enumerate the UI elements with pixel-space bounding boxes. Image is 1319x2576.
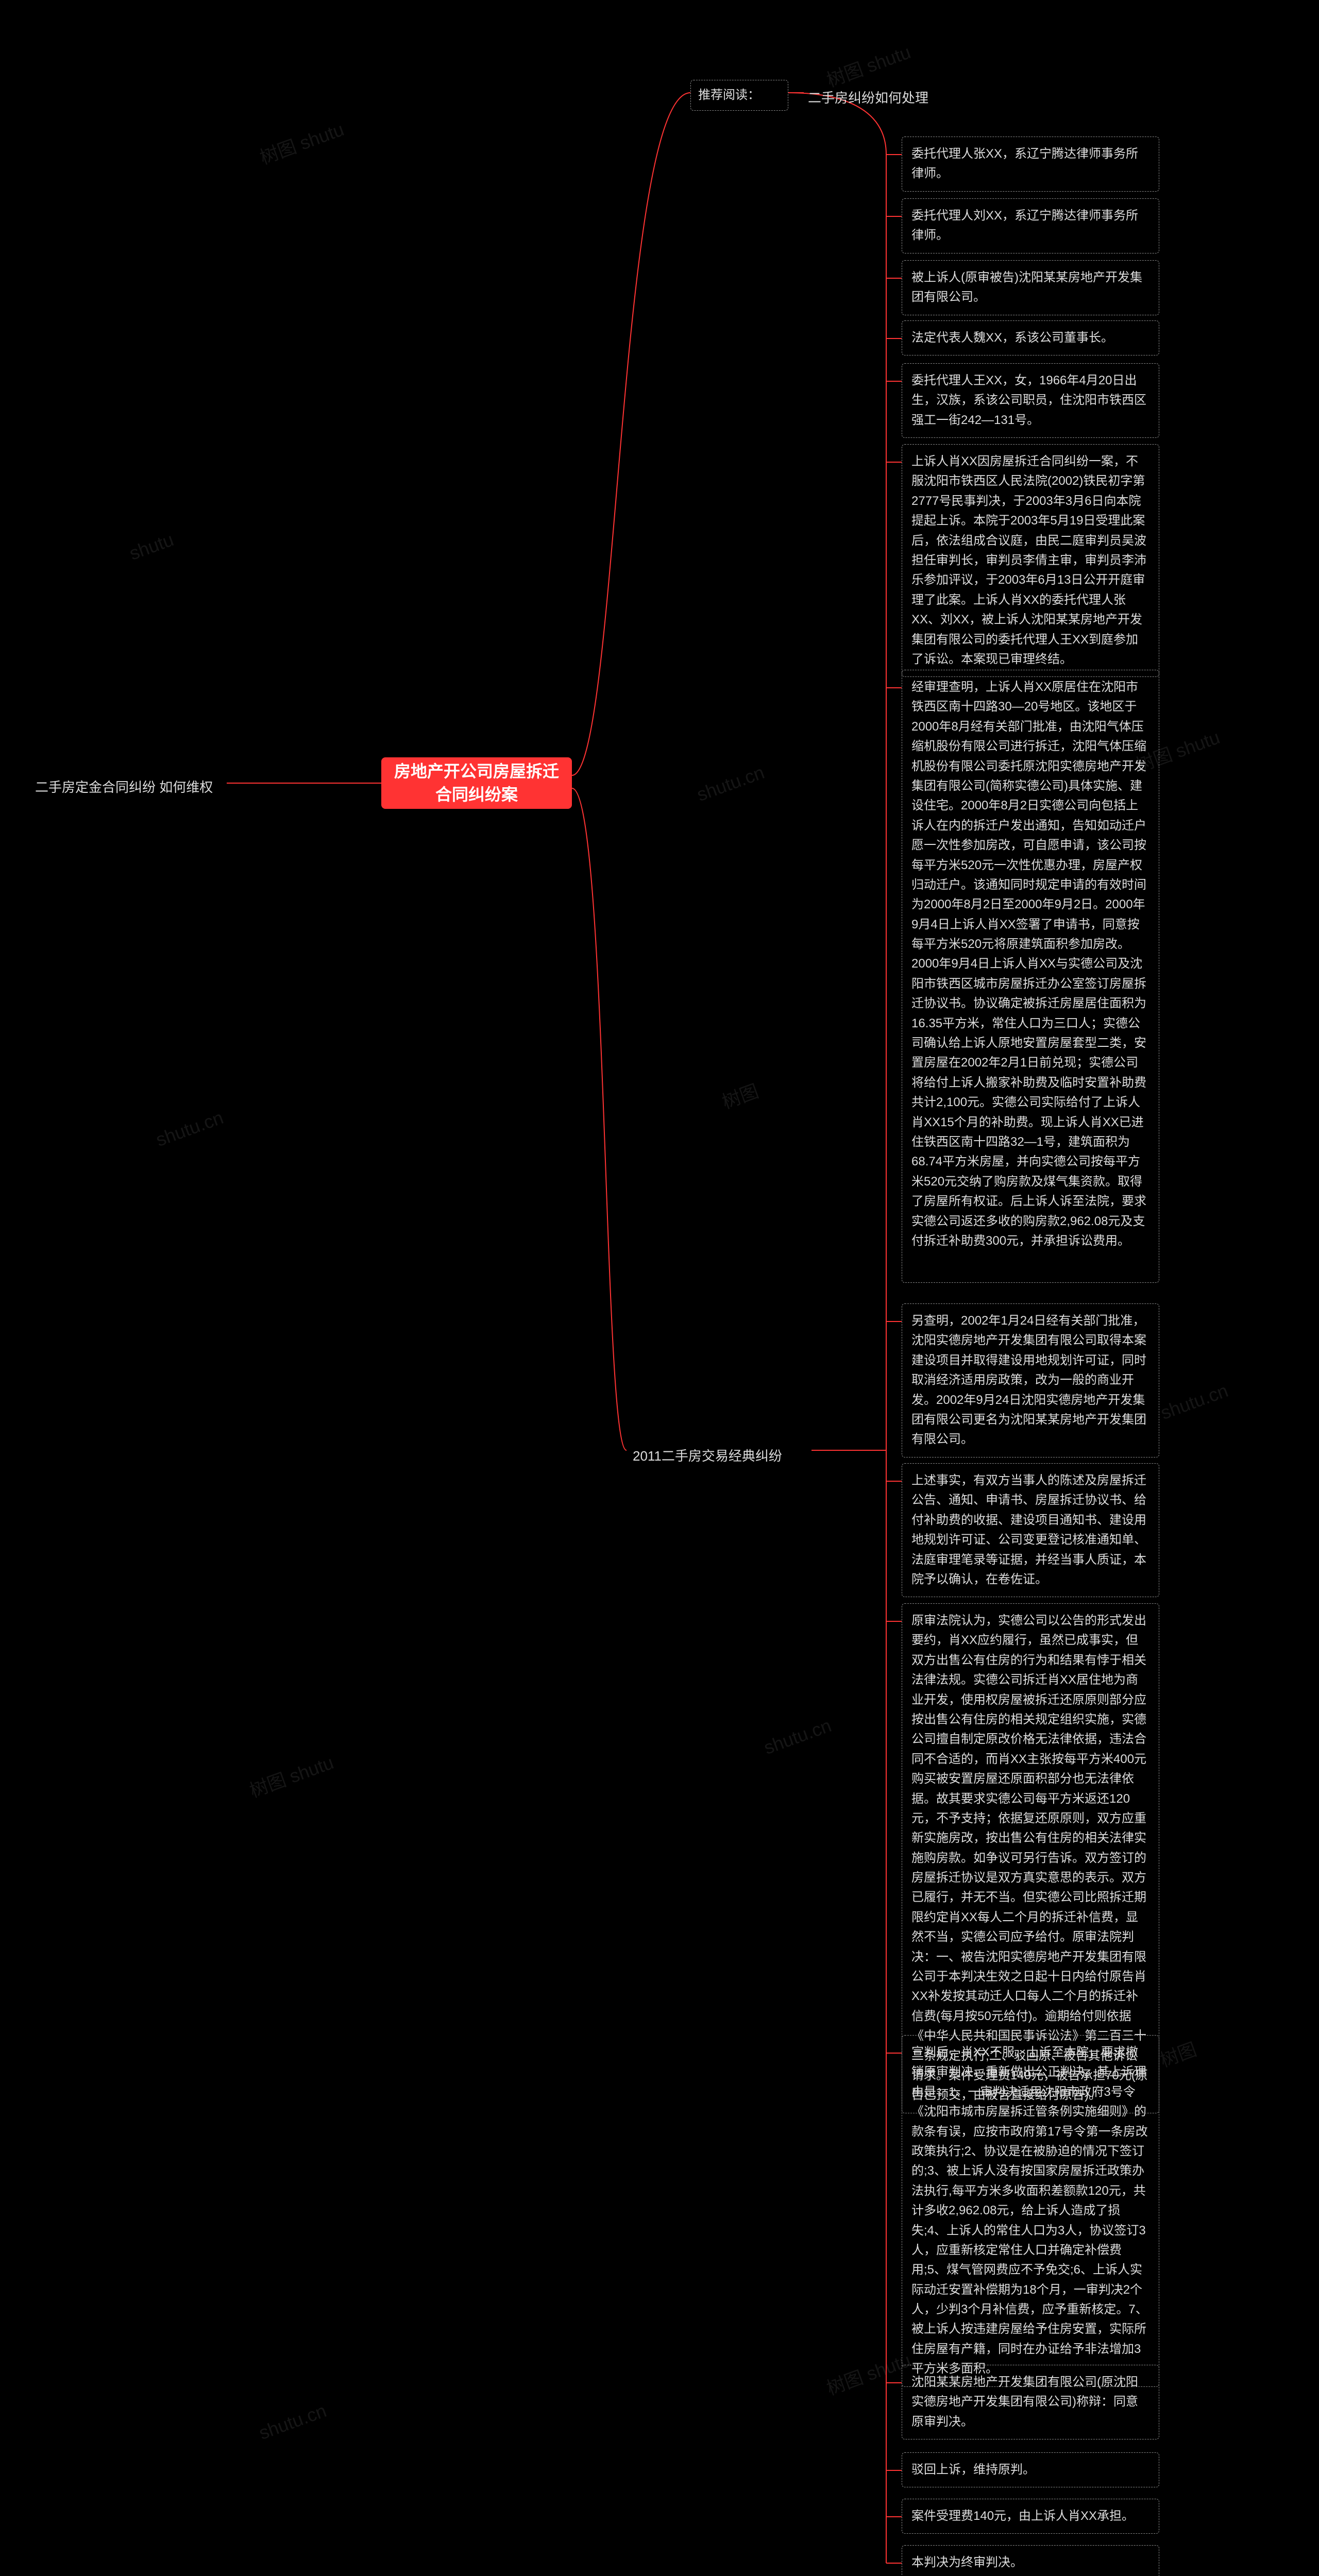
left-label: 二手房定金合同纠纷 如何维权 (35, 779, 213, 795)
right-node: 上诉人肖XX因房屋拆迁合同纠纷一案，不服沈阳市铁西区人民法院(2002)铁民初字… (902, 444, 1159, 677)
right-node: 经审理查明，上诉人肖XX原居住在沈阳市铁西区南十四路30—20号地区。该地区于2… (902, 670, 1159, 1283)
watermark: 树图 shutu (256, 114, 347, 170)
center-node: 房地产开公司房屋拆迁合同纠纷案 (381, 757, 572, 809)
watermark: 树图 (718, 1076, 762, 1114)
mid-link-text: 2011二手房交易经典纠纷 (633, 1448, 782, 1464)
right-node-text: 法定代表人魏XX，系该公司董事长。 (911, 331, 1113, 345)
center-title: 房地产开公司房屋拆迁合同纠纷案 (392, 760, 562, 806)
mid-link[interactable]: 2011二手房交易经典纠纷 (629, 1442, 814, 1469)
watermark: shutu.cn (153, 1107, 226, 1151)
right-node: 委托代理人王XX，女，1966年4月20日出生，汉族，系该公司职员，住沈阳市铁西… (902, 363, 1159, 438)
right-node: 被上诉人(原审被告)沈阳某某房地产开发集团有限公司。 (902, 260, 1159, 315)
recommend-link-text: 二手房纠纷如何处理 (808, 90, 928, 106)
right-node-text: 被上诉人(原审被告)沈阳某某房地产开发集团有限公司。 (911, 270, 1142, 304)
right-node-text: 另查明，2002年1月24日经有关部门批准，沈阳实德房地产开发集团有限公司取得本… (911, 1314, 1146, 1446)
right-node: 沈阳某某房地产开发集团有限公司(原沈阳实德房地产开发集团有限公司)称辩：同意原审… (902, 2365, 1159, 2439)
right-node: 另查明，2002年1月24日经有关部门批准，沈阳实德房地产开发集团有限公司取得本… (902, 1303, 1159, 1458)
right-node-text: 原审法院认为，实德公司以公告的形式发出要约，肖XX应约履行，虽然已成事实，但双方… (911, 1614, 1148, 2102)
right-connectors (788, 93, 902, 2563)
right-node-text: 上诉人肖XX因房屋拆迁合同纠纷一案，不服沈阳市铁西区人民法院(2002)铁民初字… (911, 454, 1146, 666)
right-node-text: 驳回上诉，维持原判。 (911, 2463, 1035, 2477)
watermark: 树图 shutu (822, 2345, 914, 2400)
right-node-text: 委托代理人刘XX，系辽宁腾达律师事务所律师。 (911, 209, 1138, 242)
watermark: shutu.cn (256, 2400, 329, 2444)
right-node: 法定代表人魏XX，系该公司董事长。 (902, 320, 1159, 355)
right-node-text: 经审理查明，上诉人肖XX原居住在沈阳市铁西区南十四路30—20号地区。该地区于2… (911, 680, 1146, 1248)
right-node: 委托代理人刘XX，系辽宁腾达律师事务所律师。 (902, 198, 1159, 253)
left-branch[interactable]: 二手房定金合同纠纷 如何维权 (31, 773, 227, 800)
right-node: 上述事实，有双方当事人的陈述及房屋拆迁公告、通知、申请书、房屋拆迁协议书、给付补… (902, 1463, 1159, 1597)
right-node-text: 案件受理费140元，由上诉人肖XX承担。 (911, 2509, 1134, 2523)
watermark: shutu.cn (694, 761, 767, 806)
watermark: shutu.cn (761, 1715, 834, 1759)
recommend-link[interactable]: 二手房纠纷如何处理 (804, 83, 948, 111)
right-node: 驳回上诉，维持原判。 (902, 2452, 1159, 2487)
right-node-text: 委托代理人王XX，女，1966年4月20日出生，汉族，系该公司职员，住沈阳市铁西… (911, 374, 1146, 427)
right-node: 宣判后，肖XX不服，上诉至本院，要求撤销原审判决，重新做出公正判决。其上诉理由是… (902, 2035, 1159, 2387)
right-node-text: 本判决为终审判决。 (911, 2555, 1023, 2569)
watermark: 树图 shutu (245, 1748, 337, 1803)
watermark: 树图 (1156, 2035, 1199, 2072)
right-node: 本判决为终审判决。 (902, 2545, 1159, 2576)
right-node-text: 沈阳某某房地产开发集团有限公司(原沈阳实德房地产开发集团有限公司)称辩：同意原审… (911, 2375, 1138, 2429)
right-node-text: 委托代理人张XX，系辽宁腾达律师事务所律师。 (911, 147, 1138, 180)
watermark: shutu.cn (1158, 1380, 1231, 1424)
watermark: shutu (126, 529, 176, 565)
right-node-text: 宣判后，肖XX不服，上诉至本院，要求撤销原审判决，重新做出公正判决。其上诉理由是… (911, 2045, 1148, 2376)
right-node-text: 上述事实，有双方当事人的陈述及房屋拆迁公告、通知、申请书、房屋拆迁协议书、给付补… (911, 1473, 1146, 1586)
right-node: 案件受理费140元，由上诉人肖XX承担。 (902, 2499, 1159, 2534)
right-node: 委托代理人张XX，系辽宁腾达律师事务所律师。 (902, 137, 1159, 192)
recommend-label: 推荐阅读： (698, 88, 760, 102)
recommend-label-node: 推荐阅读： (690, 80, 788, 111)
